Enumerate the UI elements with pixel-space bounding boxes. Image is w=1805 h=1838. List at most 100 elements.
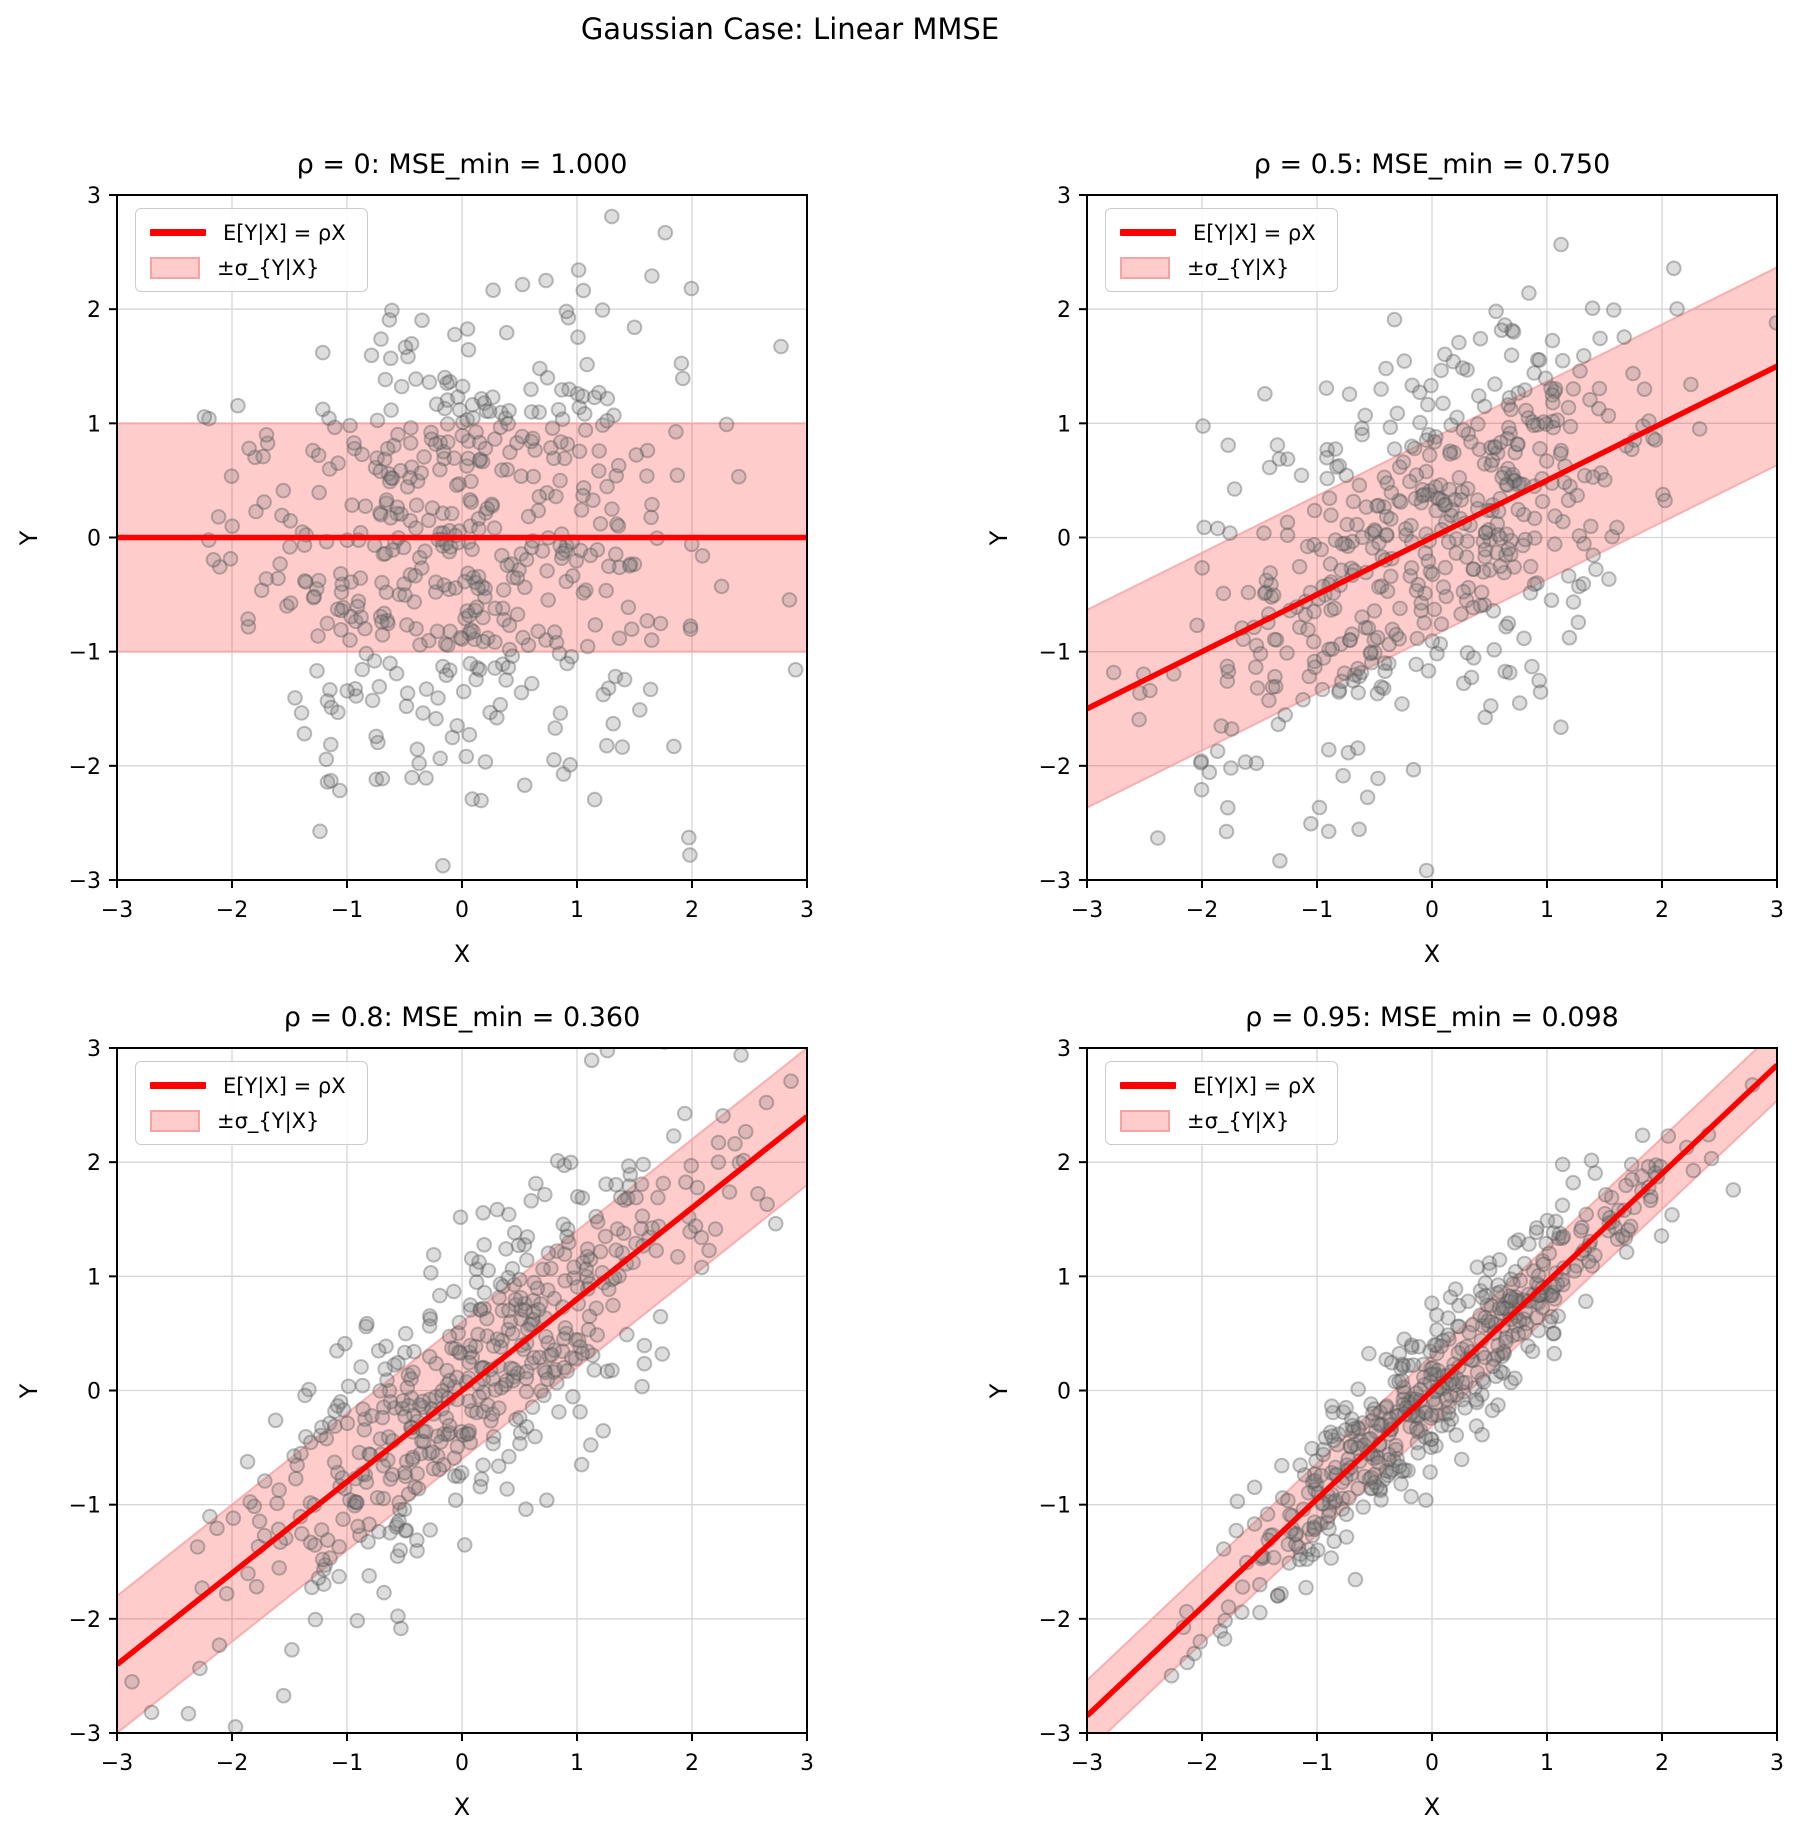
x-tick-label: −2: [216, 898, 248, 923]
x-tick-label: −1: [331, 898, 363, 923]
scatter-points: [124, 1048, 799, 1733]
y-tick-label: −1: [69, 641, 101, 666]
legend-band-swatch: [150, 1109, 200, 1132]
y-tick-label: −3: [1039, 1722, 1071, 1747]
y-tick-label: 2: [87, 298, 101, 323]
x-tick-label: 0: [1425, 1751, 1439, 1776]
x-tick-label: 1: [1540, 1751, 1554, 1776]
subplot-title: ρ = 0.5: MSE_min = 0.750: [1253, 149, 1611, 180]
x-tick-label: −3: [1071, 898, 1103, 923]
legend-entry-line: E[Y|X] = ρX: [1120, 221, 1337, 245]
x-tick-label: −2: [1186, 1751, 1218, 1776]
y-tick-label: 0: [87, 1380, 101, 1405]
legend-entry-band: ±σ_{Y|X}: [150, 1109, 367, 1133]
y-tick-label: −3: [1039, 869, 1071, 894]
y-tick-label: 0: [1057, 527, 1071, 552]
legend-band-label: ±σ_{Y|X}: [1187, 1108, 1290, 1133]
y-tick-label: 2: [87, 1151, 101, 1176]
x-tick-label: 0: [1425, 898, 1439, 923]
x-tick-label: −1: [331, 1751, 363, 1776]
x-tick-label: −2: [216, 1751, 248, 1776]
legend-entry-band: ±σ_{Y|X}: [1120, 256, 1337, 280]
y-tick-label: 3: [87, 1037, 101, 1062]
x-tick-label: 2: [685, 898, 699, 923]
legend: E[Y|X] = ρX ±σ_{Y|X}: [135, 1061, 368, 1145]
y-tick-label: −1: [1039, 1494, 1071, 1519]
legend-band-label: ±σ_{Y|X}: [217, 255, 320, 280]
y-tick-label: 3: [1057, 184, 1071, 209]
legend-line-swatch: [1120, 229, 1176, 236]
x-tick-label: −1: [1301, 898, 1333, 923]
legend: E[Y|X] = ρX ±σ_{Y|X}: [1105, 208, 1338, 292]
y-tick-label: −3: [69, 869, 101, 894]
axis-ticks: −3 −2 −1 0 1 2 3 −3 −2 −1 0 1 2 3: [1039, 1037, 1784, 1776]
x-axis-label: X: [1423, 1793, 1441, 1821]
legend-band-swatch: [150, 256, 200, 279]
legend-line-swatch: [150, 1082, 206, 1089]
legend-line-label: E[Y|X] = ρX: [223, 1073, 346, 1098]
y-tick-label: −2: [69, 1608, 101, 1633]
y-tick-label: 1: [87, 1265, 101, 1290]
legend-line-label: E[Y|X] = ρX: [223, 220, 346, 245]
y-tick-label: −1: [69, 1494, 101, 1519]
y-tick-label: −3: [69, 1722, 101, 1747]
legend-band-swatch: [1120, 1109, 1170, 1132]
scatter-points: [1105, 236, 1777, 879]
x-tick-label: 2: [685, 1751, 699, 1776]
x-tick-label: −3: [1071, 1751, 1103, 1776]
y-tick-label: 0: [87, 527, 101, 552]
plot-canvas: −3 −2 −1 0 1 2 3 −3 −2 −1 0 1 2 3: [69, 1037, 814, 1776]
y-axis-label: Y: [985, 530, 1013, 545]
axis-ticks: −3 −2 −1 0 1 2 3 −3 −2 −1 0 1 2 3: [69, 184, 814, 923]
legend-band-label: ±σ_{Y|X}: [217, 1108, 320, 1133]
legend-line-label: E[Y|X] = ρX: [1193, 1073, 1316, 1098]
x-axis-label: X: [453, 940, 471, 968]
legend-entry-line: E[Y|X] = ρX: [1120, 1074, 1337, 1098]
y-tick-label: 1: [1057, 1265, 1071, 1290]
legend-entry-line: E[Y|X] = ρX: [150, 221, 367, 245]
legend: E[Y|X] = ρX ±σ_{Y|X}: [1105, 1061, 1338, 1145]
x-tick-label: 2: [1655, 1751, 1669, 1776]
mmse-line: [1087, 1063, 1777, 1718]
x-tick-label: −3: [101, 898, 133, 923]
y-tick-label: −1: [1039, 641, 1071, 666]
y-tick-label: 2: [1057, 1151, 1071, 1176]
y-tick-label: −2: [1039, 755, 1071, 780]
legend-line-label: E[Y|X] = ρX: [1193, 220, 1316, 245]
subplot-title: ρ = 0.8: MSE_min = 0.360: [283, 1002, 641, 1033]
x-axis-label: X: [453, 1793, 471, 1821]
subplot-title: ρ = 0.95: MSE_min = 0.098: [1245, 1002, 1619, 1033]
x-tick-label: 1: [570, 1751, 584, 1776]
mmse-line: [1087, 363, 1777, 712]
legend-entry-band: ±σ_{Y|X}: [150, 256, 367, 280]
y-tick-label: 2: [1057, 298, 1071, 323]
subplot-title: ρ = 0: MSE_min = 1.000: [296, 149, 628, 180]
legend-entry-band: ±σ_{Y|X}: [1120, 1109, 1337, 1133]
x-tick-label: 1: [570, 898, 584, 923]
x-tick-label: −2: [1186, 898, 1218, 923]
y-tick-label: −2: [69, 755, 101, 780]
x-tick-label: 0: [455, 898, 469, 923]
plot-canvas: −3 −2 −1 0 1 2 3 −3 −2 −1 0 1 2 3: [1039, 184, 1784, 923]
subplot-rho-05: ρ = 0.5: MSE_min = 0.750 Y −3 −2 −1 0 1 2 3 −3 −…: [985, 149, 1784, 968]
axis-ticks: −3 −2 −1 0 1 2 3 −3 −2 −1 0 1 2 3: [69, 1037, 814, 1776]
subplot-rho-08: ρ = 0.8: MSE_min = 0.360 Y −3 −2 −1 0 1 2 3 −3−…: [15, 1002, 814, 1821]
y-tick-label: 0: [1057, 1380, 1071, 1405]
plot-canvas: −3 −2 −1 0 1 2 3 −3 −2 −1 0 1 2 3: [69, 184, 814, 923]
x-tick-label: 3: [800, 898, 814, 923]
figure-title: Gaussian Case: Linear MMSE: [580, 12, 1000, 46]
subplot-rho-095: ρ = 0.95: MSE_min = 0.098 Y −3 −2 −1 0 1 2 3 −3…: [985, 1002, 1784, 1821]
legend-line-swatch: [150, 229, 206, 236]
x-tick-label: 1: [1540, 898, 1554, 923]
x-tick-label: 3: [1770, 898, 1784, 923]
x-tick-label: −3: [101, 1751, 133, 1776]
mmse-line: [117, 1114, 807, 1667]
y-tick-label: 3: [1057, 1037, 1071, 1062]
x-tick-label: 3: [1770, 1751, 1784, 1776]
y-axis-label: Y: [985, 1383, 1013, 1398]
legend-entry-line: E[Y|X] = ρX: [150, 1074, 367, 1098]
y-tick-label: 3: [87, 184, 101, 209]
x-axis-label: X: [1423, 940, 1441, 968]
y-tick-label: 1: [1057, 412, 1071, 437]
legend-band-swatch: [1120, 256, 1170, 279]
